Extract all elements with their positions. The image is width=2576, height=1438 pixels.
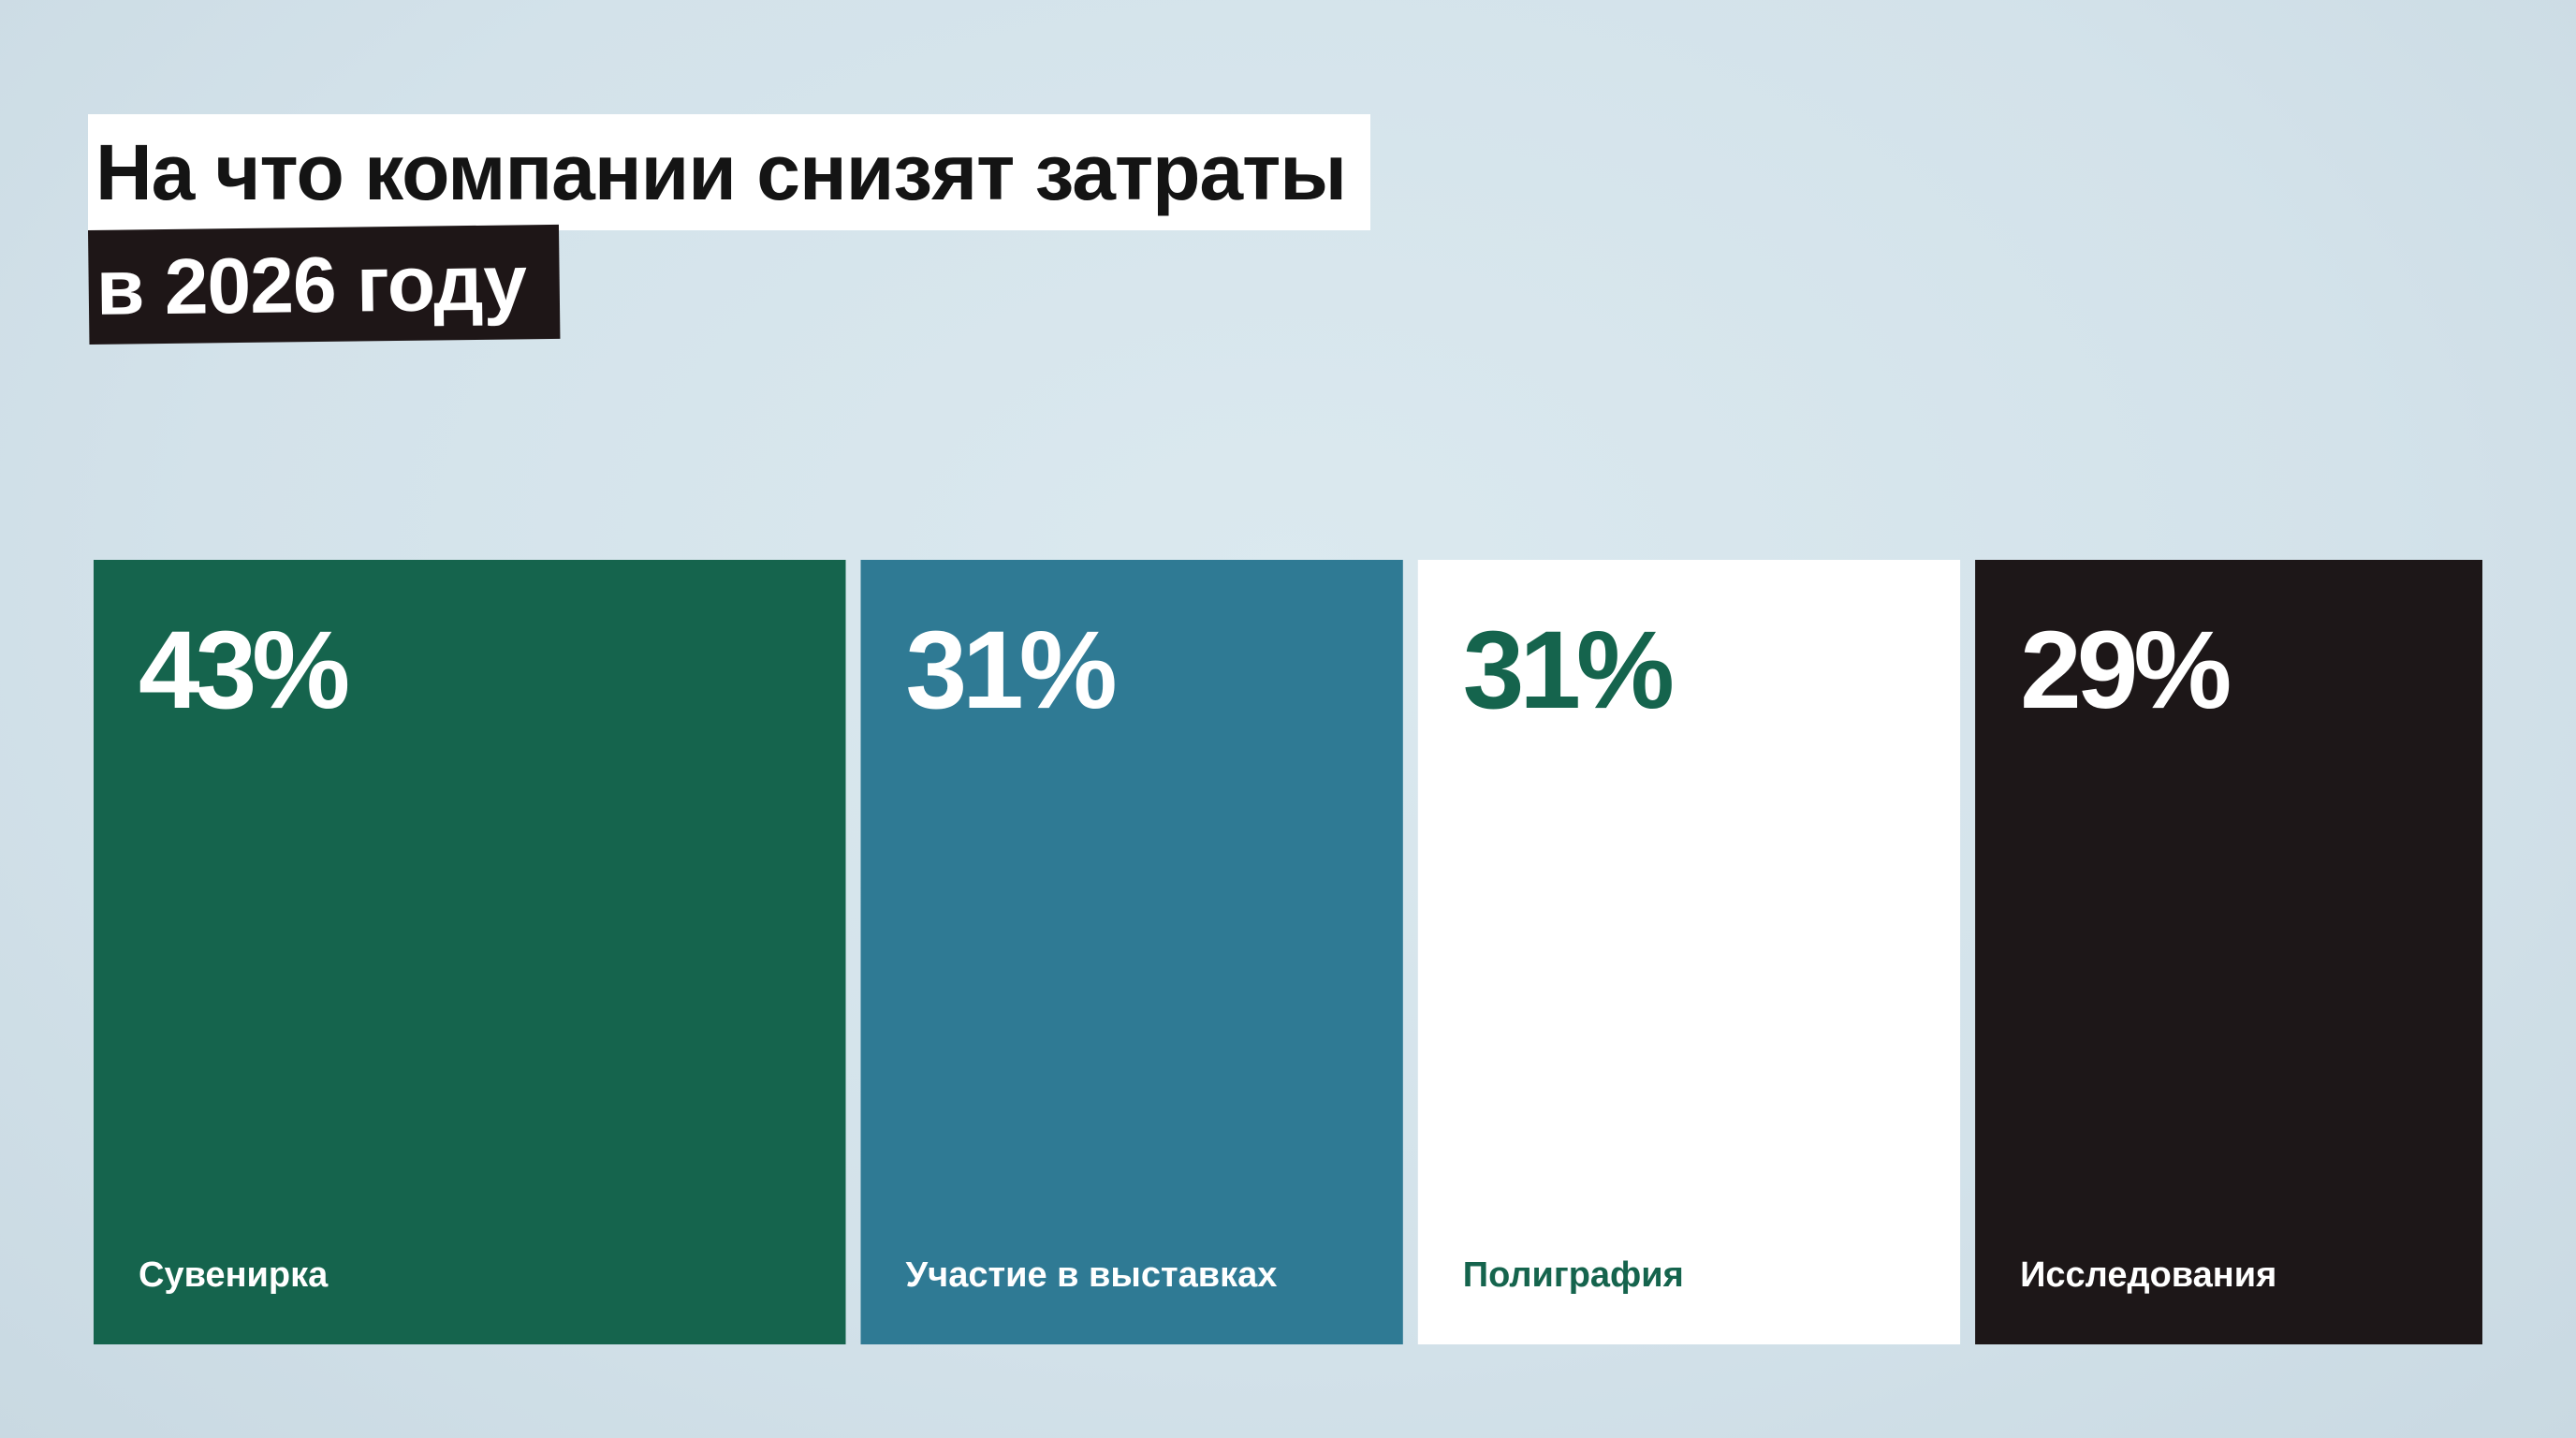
bar-category-label-3: Полиграфия [1463, 1255, 1684, 1295]
bar-category-label-2: Участие в выставках [906, 1255, 1278, 1295]
bar-category-label-4: Исследования [2020, 1255, 2276, 1295]
bar-value-label-4: 29% [2020, 609, 2229, 732]
bar-2 [860, 560, 1403, 1344]
bar-category-label-1: Сувенирка [139, 1255, 329, 1295]
bar-3 [1417, 560, 1961, 1344]
bars-group: 43% Сувенирка 31% Участие в выставках 31% Пол… [94, 560, 2482, 1344]
bar-4 [1975, 560, 2482, 1344]
chart-title-line-1: На что компании снизят затраты [88, 114, 1370, 230]
bar-1 [94, 560, 846, 1344]
bar-value-label-3: 31% [1463, 609, 1672, 732]
bar-value-label-2: 31% [906, 609, 1115, 732]
bar-value-label-1: 43% [139, 609, 347, 732]
